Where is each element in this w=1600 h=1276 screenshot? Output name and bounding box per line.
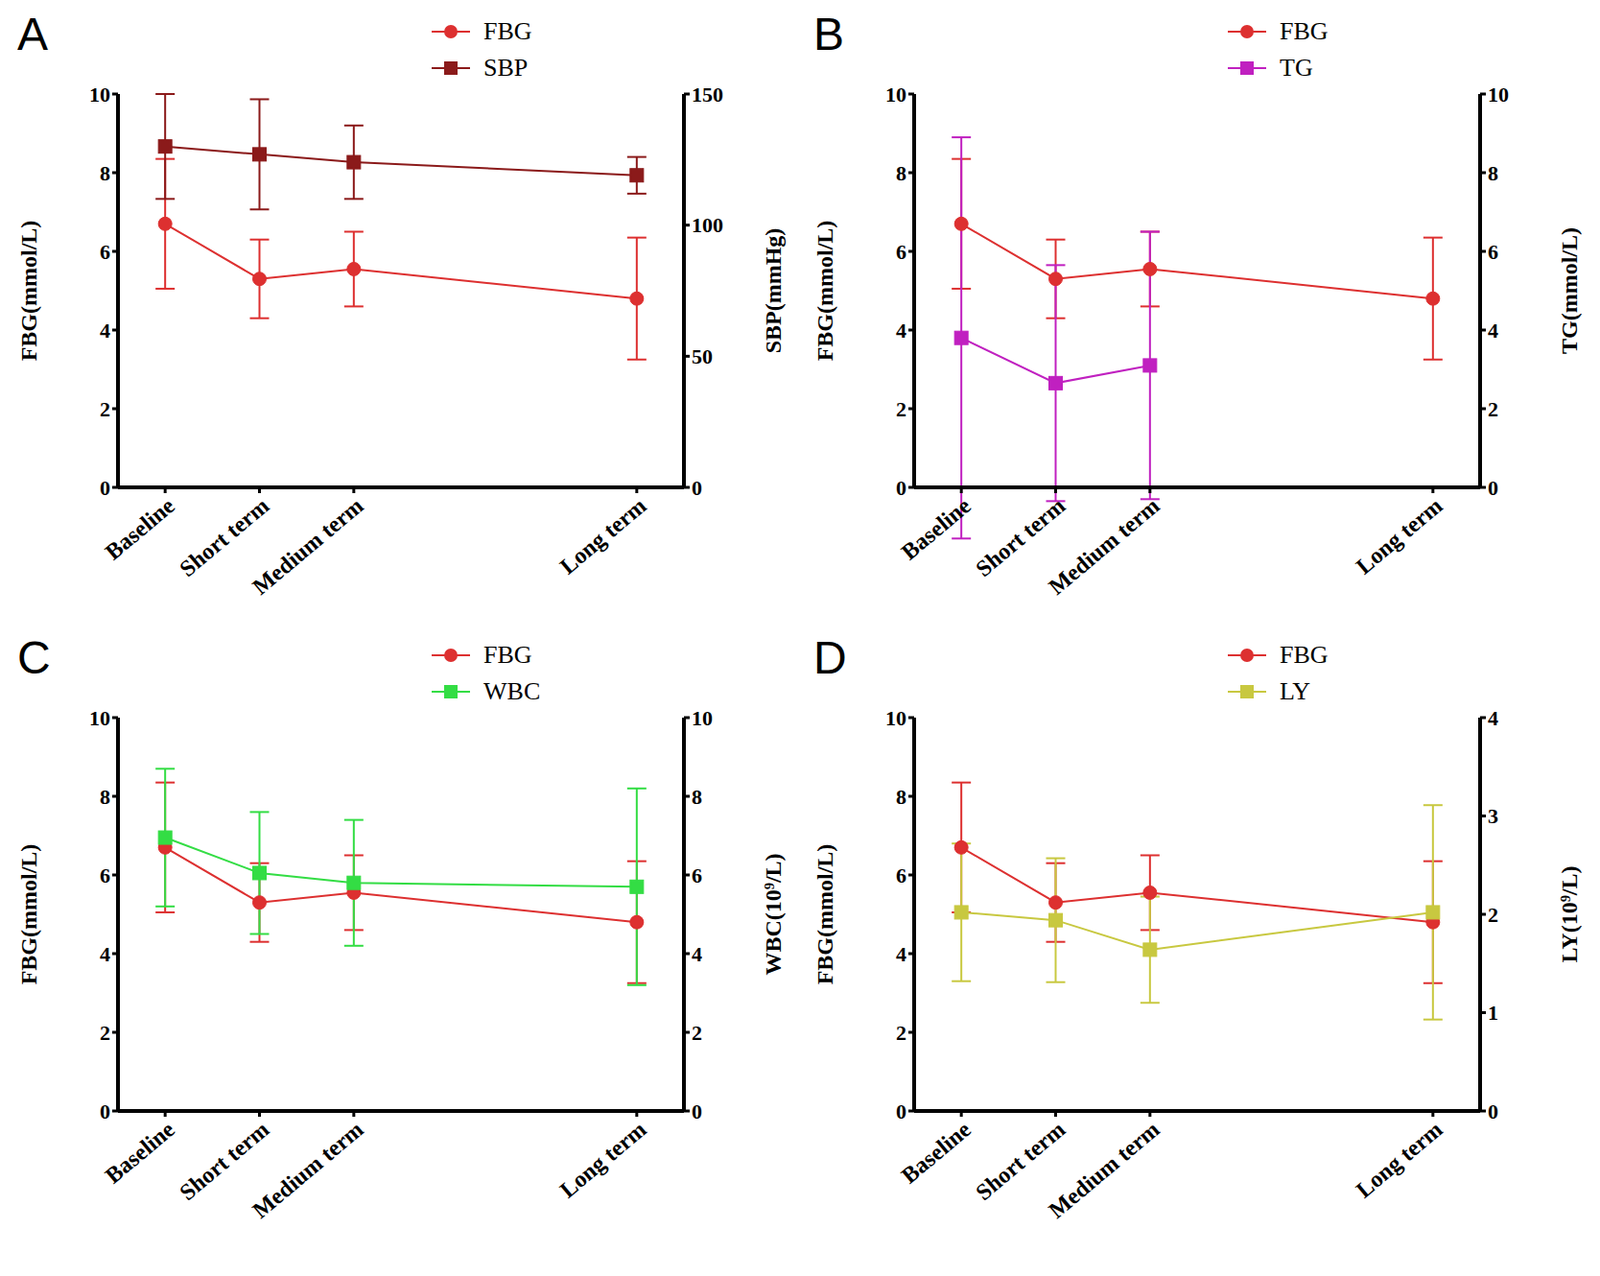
html-text:A: A xyxy=(17,8,48,60)
html-text:FBG: FBG xyxy=(1279,640,1329,669)
svg-text:0: 0 xyxy=(691,1099,703,1124)
svg-text:6: 6 xyxy=(895,863,907,888)
html-text:TG: TG xyxy=(1279,53,1313,82)
svg-text:Medium term: Medium term xyxy=(1043,1116,1164,1224)
svg-text:4: 4 xyxy=(1487,318,1499,343)
svg-text:6: 6 xyxy=(99,239,111,264)
svg-text:Short term: Short term xyxy=(174,493,274,582)
svg-text:50: 50 xyxy=(691,344,713,369)
svg-text:4: 4 xyxy=(99,941,111,966)
svg-text:Medium term: Medium term xyxy=(1043,493,1164,600)
svg-text:4: 4 xyxy=(1487,705,1499,730)
html-text:SBP(mmHg): SBP(mmHg) xyxy=(760,228,786,354)
svg-text:10: 10 xyxy=(691,705,713,730)
svg-text:Long term: Long term xyxy=(555,493,652,580)
svg-text:2: 2 xyxy=(895,1020,907,1045)
svg-text:0: 0 xyxy=(691,475,703,500)
svg-text:0: 0 xyxy=(99,475,111,500)
svg-text:1: 1 xyxy=(1487,1000,1499,1025)
svg-text:8: 8 xyxy=(99,161,111,186)
svg-text:Long term: Long term xyxy=(555,1116,652,1203)
svg-text:10: 10 xyxy=(885,705,907,730)
svg-text:6: 6 xyxy=(691,863,703,888)
svg-text:100: 100 xyxy=(691,212,724,237)
svg-text:Medium term: Medium term xyxy=(247,1116,368,1224)
svg-text:0: 0 xyxy=(895,1099,907,1124)
svg-text:Baseline: Baseline xyxy=(100,1115,180,1188)
svg-text:8: 8 xyxy=(99,784,111,809)
svg-text:8: 8 xyxy=(1487,161,1499,186)
svg-text:8: 8 xyxy=(691,784,703,809)
svg-text:4: 4 xyxy=(99,318,111,343)
html-text:LY: LY xyxy=(1279,677,1311,706)
html-text:LY(10⁹/L): LY(10⁹/L) xyxy=(1556,865,1582,963)
svg-text:10: 10 xyxy=(1487,82,1509,107)
svg-text:10: 10 xyxy=(885,82,907,107)
html-text:FBG: FBG xyxy=(483,640,532,669)
svg-text:0: 0 xyxy=(1487,1099,1499,1124)
html-text:FBG: FBG xyxy=(1279,17,1329,46)
svg-text:Long term: Long term xyxy=(1351,1116,1448,1203)
svg-text:Medium term: Medium term xyxy=(247,493,368,600)
svg-text:Short term: Short term xyxy=(970,493,1070,582)
svg-text:6: 6 xyxy=(99,863,111,888)
svg-text:4: 4 xyxy=(895,941,907,966)
svg-text:2: 2 xyxy=(99,1020,111,1045)
svg-text:10: 10 xyxy=(89,82,111,107)
svg-text:Long term: Long term xyxy=(1351,493,1448,580)
svg-text:2: 2 xyxy=(1487,397,1499,422)
svg-text:2: 2 xyxy=(1487,902,1499,927)
svg-text:6: 6 xyxy=(1487,239,1499,264)
html-text:C: C xyxy=(17,632,51,683)
html-text:B: B xyxy=(813,8,845,60)
svg-text:4: 4 xyxy=(895,318,907,343)
html-text:FBG(mmol/L): FBG(mmol/L) xyxy=(15,843,41,985)
svg-text:Baseline: Baseline xyxy=(100,492,180,565)
html-text:FBG(mmol/L): FBG(mmol/L) xyxy=(15,220,41,361)
svg-text:8: 8 xyxy=(895,161,907,186)
svg-text:150: 150 xyxy=(691,82,724,107)
svg-text:Baseline: Baseline xyxy=(896,492,976,565)
svg-text:6: 6 xyxy=(895,239,907,264)
html-text:FBG(mmol/L): FBG(mmol/L) xyxy=(811,843,837,985)
html-text:FBG(mmol/L): FBG(mmol/L) xyxy=(811,220,837,361)
html-text:WBC: WBC xyxy=(483,677,541,706)
svg-text:4: 4 xyxy=(691,941,703,966)
html-text:D: D xyxy=(813,632,847,683)
html-text:SBP: SBP xyxy=(483,53,528,82)
svg-text:0: 0 xyxy=(895,475,907,500)
html-text:TG(mmol/L): TG(mmol/L) xyxy=(1556,227,1582,354)
svg-text:3: 3 xyxy=(1487,803,1499,828)
svg-text:0: 0 xyxy=(1487,475,1499,500)
html-text:WBC(10⁹/L): WBC(10⁹/L) xyxy=(760,853,786,976)
svg-text:Short term: Short term xyxy=(174,1116,274,1205)
svg-text:0: 0 xyxy=(99,1099,111,1124)
svg-text:8: 8 xyxy=(895,784,907,809)
svg-text:Baseline: Baseline xyxy=(896,1115,976,1188)
svg-text:2: 2 xyxy=(99,397,111,422)
svg-text:2: 2 xyxy=(895,397,907,422)
html-text:FBG: FBG xyxy=(483,17,532,46)
svg-text:Short term: Short term xyxy=(970,1116,1070,1205)
svg-text:10: 10 xyxy=(89,705,111,730)
svg-text:2: 2 xyxy=(691,1020,703,1045)
